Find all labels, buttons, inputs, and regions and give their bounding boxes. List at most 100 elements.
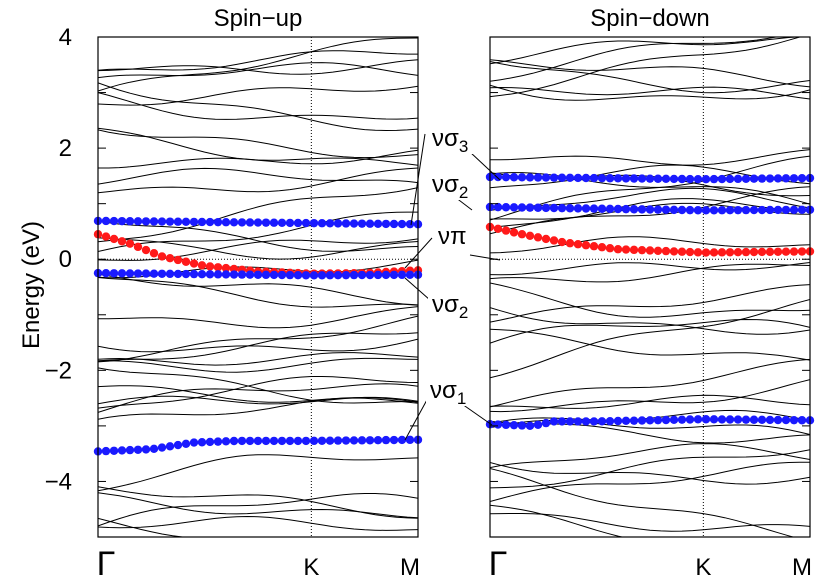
band-dot <box>165 269 175 279</box>
annotation-leader <box>461 403 493 426</box>
band-line <box>98 92 418 120</box>
band-dot <box>261 218 271 227</box>
band-dot <box>293 218 303 228</box>
band-dot <box>677 415 687 424</box>
band-dot <box>709 248 719 257</box>
band-dot <box>325 271 335 280</box>
band-dot <box>381 435 391 445</box>
band-dot <box>589 204 599 213</box>
highlight-series-3 <box>485 415 815 430</box>
band-dot <box>541 418 551 428</box>
band-dot <box>293 270 303 280</box>
band-dot <box>317 271 327 280</box>
band-dot <box>197 217 207 227</box>
annotation-leader <box>404 237 433 269</box>
band-dot <box>637 416 647 425</box>
band-dot <box>501 172 511 182</box>
band-line <box>98 149 418 169</box>
x-tick-label: M <box>792 554 812 581</box>
band-dot <box>509 203 519 212</box>
band-dot <box>173 269 183 279</box>
band-dot <box>365 270 375 280</box>
band-dot <box>325 219 335 228</box>
band-dot <box>757 205 767 215</box>
annotation-leader <box>404 397 429 441</box>
band-dot <box>341 436 351 445</box>
band-dot <box>389 270 399 280</box>
band-line <box>490 59 810 88</box>
band-dot <box>717 174 727 184</box>
band-dot <box>517 230 527 239</box>
band-dot <box>333 219 343 228</box>
band-dot <box>741 174 751 183</box>
band-dot <box>501 203 511 212</box>
band-dot <box>125 239 135 248</box>
band-dot <box>117 237 127 246</box>
annotation-leader <box>469 151 501 181</box>
band-dot <box>645 416 655 425</box>
band-dot <box>605 204 615 214</box>
band-line <box>98 167 418 185</box>
band-dot <box>661 415 671 425</box>
band-dot <box>381 270 391 280</box>
band-dot <box>173 440 183 450</box>
band-dot <box>589 242 599 251</box>
y-tick-label: 0 <box>59 246 72 273</box>
band-dot <box>629 416 639 425</box>
highlight-series-0 <box>93 216 423 229</box>
band-dot <box>309 271 319 280</box>
band-dot <box>637 205 647 214</box>
band-line <box>490 236 810 254</box>
band-dot <box>749 205 759 215</box>
band-dot <box>397 270 407 280</box>
band-dot <box>597 243 607 252</box>
band-dot <box>285 218 295 228</box>
band-line <box>98 220 418 252</box>
band-line <box>98 517 189 537</box>
band-dot <box>493 172 503 182</box>
y-tick-label: −2 <box>45 357 72 384</box>
band-dot <box>565 204 575 213</box>
band-dot <box>157 269 167 278</box>
band-dot <box>541 234 551 244</box>
band-dot <box>693 415 703 424</box>
band-line <box>98 306 418 329</box>
band-dot <box>133 217 143 226</box>
band-dot <box>621 204 631 214</box>
band-dot <box>101 216 111 226</box>
band-dot <box>693 248 703 257</box>
y-tick-label: −4 <box>45 468 72 495</box>
band-line <box>490 37 804 65</box>
band-dot <box>645 246 655 255</box>
band-dot <box>797 416 807 425</box>
band-dot <box>653 415 663 425</box>
band-dot <box>533 203 543 212</box>
band-dot <box>597 417 607 426</box>
spin-down-panel: Γ K M Spin−down <box>485 5 815 581</box>
band-line <box>98 238 418 261</box>
band-dot <box>373 219 383 229</box>
band-dot <box>549 173 559 182</box>
band-dot <box>565 417 575 426</box>
band-dot <box>301 218 311 228</box>
plot-frame <box>489 36 811 538</box>
y-tick-label: 2 <box>59 135 72 162</box>
band-dot <box>205 437 215 447</box>
band-dot <box>733 205 743 215</box>
band-dot <box>397 219 407 229</box>
band-line <box>490 263 810 283</box>
band-line <box>490 468 795 537</box>
band-dot <box>269 436 279 446</box>
band-dot <box>621 245 631 254</box>
band-dot <box>605 416 615 426</box>
band-dot <box>221 263 231 273</box>
band-line <box>490 461 810 502</box>
band-dot <box>517 173 527 182</box>
band-line <box>98 338 418 353</box>
highlight-series-3 <box>93 435 423 456</box>
band-dot <box>685 174 695 184</box>
band-dot <box>157 252 167 261</box>
band-dot <box>741 205 751 215</box>
band-dot <box>501 420 511 430</box>
